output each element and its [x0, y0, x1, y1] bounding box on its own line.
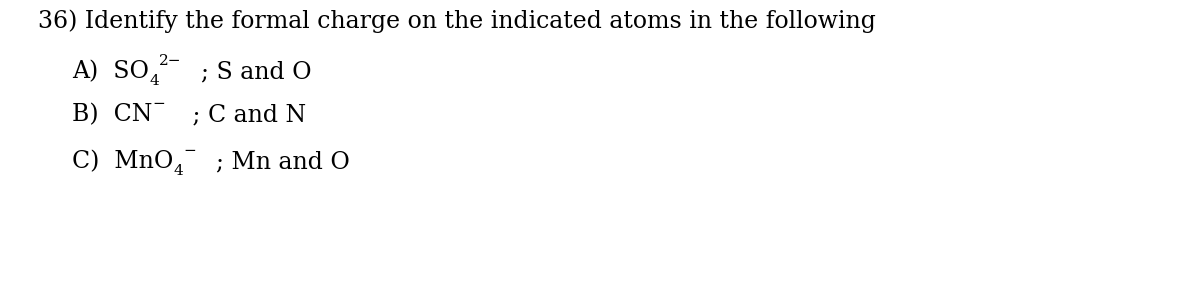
Text: 36) Identify the formal charge on the indicated atoms in the following: 36) Identify the formal charge on the in…	[38, 9, 876, 33]
Text: 4: 4	[173, 164, 184, 178]
Text: A)  SO: A) SO	[72, 60, 149, 83]
Text: 4: 4	[149, 74, 158, 88]
Text: 2−: 2−	[158, 54, 181, 68]
Text: ; Mn and O: ; Mn and O	[200, 150, 349, 173]
Text: B)  CN: B) CN	[72, 103, 152, 126]
Text: C)  MnO: C) MnO	[72, 150, 173, 173]
Text: −: −	[184, 144, 196, 158]
Text: −: −	[152, 97, 166, 111]
Text: ; S and O: ; S and O	[186, 60, 312, 83]
Text: ; C and N: ; C and N	[170, 103, 306, 126]
